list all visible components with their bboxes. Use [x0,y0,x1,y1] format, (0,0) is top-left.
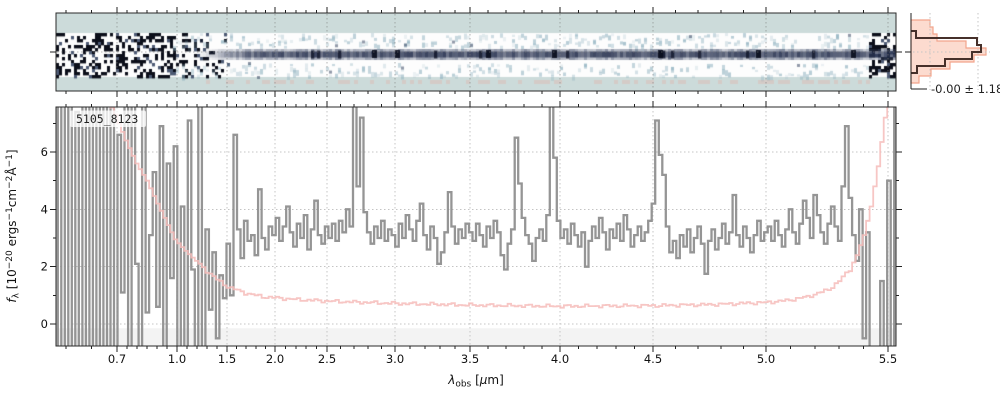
x-tick-label: 5.5 [879,352,897,366]
x-tick-label: 5.0 [757,352,775,366]
x-tick-label: 2.5 [318,352,336,366]
x-tick-label: 3.0 [386,352,404,366]
x-tick-label: 2.0 [266,352,284,366]
2d-spectrum-panel [50,7,902,97]
y-tick-label: 4 [41,202,48,216]
model-histogram [910,19,987,84]
spectrum-2d-image [56,13,896,91]
x-tick-label: 3.5 [461,352,479,366]
main-plot-frame [55,106,897,347]
histogram-panel [905,13,990,90]
series-clip-group [56,107,896,346]
main-spectrum-panel: 0.7 1.0 1.5 2.0 2.5 3.0 3.5 4.0 4.5 5.0 5.5 0 2 4 6 [41,101,902,366]
x-axis-label: λobs​ [μm] [447,373,504,390]
x-tick-label: 1.0 [168,352,186,366]
below-zero-band [56,328,896,346]
y-axis-label: fλ​ [10−20​ ergs−1​cm−2​Å−1​] [4,149,22,302]
source-id-label-box [70,110,146,127]
y-tick-label: 0 [41,317,48,331]
data-histogram [911,30,982,74]
flux-spectrum-line [56,107,896,346]
uncertainty-line [109,107,889,309]
x-tick-label: 0.7 [108,352,126,366]
histogram-stats-label: -0.00 ± 1.18 [931,82,1000,96]
source-id-label: 5105_8123 [76,112,138,126]
y-tick-label: 2 [41,260,48,274]
x-tick-label: 4.5 [644,352,662,366]
x-tick-label: 1.5 [218,352,236,366]
y-tick-label: 6 [41,145,48,159]
axis-labels: -0.00 ± 1.18 λobs​ [μm] fλ​ [10−20​ ergs… [4,82,1000,390]
x-tick-label: 4.0 [551,352,569,366]
